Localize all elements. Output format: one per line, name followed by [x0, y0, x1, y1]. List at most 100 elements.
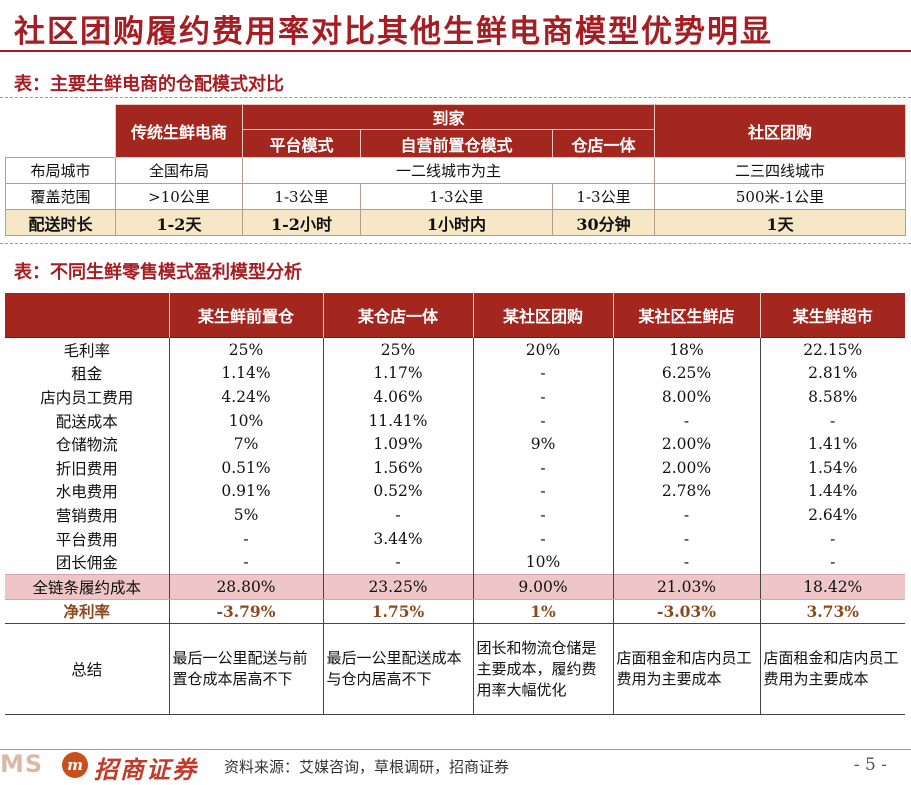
row-label: 布局城市: [5, 157, 116, 184]
header-platform: 平台模式: [242, 129, 361, 158]
page-number: - 5 -: [853, 755, 887, 775]
cell-to-home: 一二线城市为主: [241, 157, 656, 184]
value-cell: 1.41%: [808, 435, 858, 454]
row-label: 折旧费用: [5, 455, 170, 480]
cell-traditional: 1-2天: [115, 209, 243, 236]
value-cell: 18%: [613, 336, 761, 362]
value-cell: 28.80%: [169, 573, 324, 600]
table-row: 店内员工费用 4.24% 4.06% -8.00% 8.58%: [5, 385, 905, 409]
value-cell: 18.42%: [760, 573, 905, 600]
value-cell: 8.58%: [808, 387, 858, 406]
value-cell: -: [830, 553, 836, 572]
table-row: 毛利率 25% 25% 20% 18% 22.15%: [5, 336, 905, 362]
logo-left: MS: [0, 750, 44, 778]
value-cell: -: [613, 503, 761, 527]
value-cell: -: [613, 526, 761, 551]
value-cell: 1%: [473, 599, 614, 624]
table-row: 覆盖范围 >10公里 1-3公里 1-3公里 1-3公里 500米-1公里: [5, 183, 907, 210]
row-label: 毛利率: [5, 336, 170, 362]
value-cell: 2.64%: [808, 505, 858, 524]
value-cell: 4.06%: [323, 385, 474, 409]
table2-caption: 表：不同生鲜零售模式盈利模型分析: [14, 262, 302, 283]
value-cell: 6.25%: [613, 361, 761, 386]
header-community: 社区团购: [654, 104, 907, 158]
page-title: 社区团购履约费用率对比其他生鲜电商模型优势明显: [14, 14, 773, 50]
value-cell: 23.25%: [323, 573, 474, 600]
value-cell: -: [613, 408, 761, 433]
row-label: 覆盖范围: [5, 183, 116, 210]
row-label: 团长佣金: [5, 550, 170, 575]
summary-cell: 团长和物流仓储是主要成本，履约费用率大幅优化: [473, 623, 614, 716]
value-cell: -: [473, 479, 614, 504]
value-cell: -: [473, 361, 614, 386]
value-cell: 10%: [169, 408, 324, 433]
value-cell: 2.00%: [613, 432, 761, 456]
logo-name: 招商证券: [94, 755, 198, 784]
value-cell: -: [473, 385, 614, 409]
profit-model-table: 某生鲜前置仓 某仓店一体 某社区团购 某社区生鲜店 某生鲜超市 毛利率 25% 25…: [5, 293, 905, 716]
value-cell: -: [473, 526, 614, 551]
cell-traditional: 全国布局: [115, 157, 243, 184]
value-cell: 2.81%: [808, 364, 858, 383]
table1-divider: [0, 97, 911, 98]
row-label: 仓储物流: [5, 432, 170, 456]
value-cell: 0.91%: [169, 479, 324, 504]
summary-cell: 店面租金和店内员工费用为主要成本: [760, 623, 905, 716]
value-cell: 11.41%: [323, 408, 474, 433]
cell-self-front: 1小时内: [360, 209, 553, 236]
value-cell: 1.14%: [169, 361, 324, 386]
table1-caption: 表：主要生鲜电商的仓配模式对比: [14, 74, 284, 95]
table-row: 团长佣金 - -10% - -: [5, 550, 905, 575]
table-row: 配送时长 1-2天 1-2小时 1小时内 30分钟 1天: [5, 209, 907, 236]
value-cell: -: [323, 550, 474, 575]
col-header: 某社区团购: [473, 293, 614, 338]
value-cell: -: [830, 411, 836, 430]
row-label: 全链条履约成本: [5, 573, 170, 600]
table-row: 折旧费用 0.51% 1.56% -2.00% 1.54%: [5, 455, 905, 480]
table-row: 配送成本 10% 11.41% - - -: [5, 408, 905, 433]
value-cell: -: [323, 503, 474, 527]
table-row: 营销费用 5% - - -2.64%: [5, 503, 905, 527]
row-label: 店内员工费用: [5, 385, 170, 409]
value-cell: -3.03%: [613, 599, 761, 624]
table-row: 租金 1.14% 1.17% -6.25% 2.81%: [5, 361, 905, 386]
summary-cell: 店面租金和店内员工费用为主要成本: [613, 623, 761, 716]
value-cell: -: [473, 503, 614, 527]
value-cell: 25%: [323, 336, 474, 362]
cell-community: 500米-1公里: [654, 183, 907, 210]
value-cell: 8.00%: [613, 385, 761, 409]
section-divider: [0, 243, 911, 244]
value-cell: 1.17%: [323, 361, 474, 386]
row-label: 配送成本: [5, 408, 170, 433]
value-cell: 2.00%: [613, 455, 761, 480]
value-cell: 10%: [473, 550, 614, 575]
value-cell: 2.78%: [613, 479, 761, 504]
value-cell: 20%: [473, 336, 614, 362]
title-divider: [0, 50, 911, 52]
value-cell: -: [830, 529, 836, 548]
value-cell: -: [169, 550, 324, 575]
header-traditional: 传统生鲜电商: [115, 104, 243, 158]
value-cell: 3.44%: [323, 526, 474, 551]
row-label: 配送时长: [5, 209, 116, 236]
row-label: 净利率: [5, 599, 170, 624]
value-cell: 7%: [169, 432, 324, 456]
row-label: 平台费用: [5, 526, 170, 551]
value-cell: 25%: [169, 336, 324, 362]
value-cell: -: [169, 526, 324, 551]
table-row: 仓储物流 7% 1.09% 9% 2.00% 1.41%: [5, 432, 905, 456]
col-header: 某生鲜超市: [760, 293, 905, 338]
header-self-front: 自营前置仓模式: [360, 129, 553, 158]
summary-row: 总结 最后一公里配送与前置仓成本居高不下 最后一公里配送成本与仓内居高不下 团长…: [5, 623, 905, 716]
table-row: 全链条履约成本 28.80% 23.25% 9.00% 21.03% 18.42%: [5, 573, 905, 600]
table1-corner-2: [5, 129, 116, 158]
value-cell: 1.75%: [323, 599, 474, 624]
value-cell: 9.00%: [473, 573, 614, 600]
value-cell: 22.15%: [760, 336, 905, 362]
cell-traditional: >10公里: [115, 183, 243, 210]
table-row: 水电费用 0.91% 0.52% -2.78% 1.44%: [5, 479, 905, 504]
col-header: 某社区生鲜店: [613, 293, 761, 338]
warehouse-model-table: 传统生鲜电商 到家 社区团购 平台模式 自营前置仓模式 仓店一体 布局城市 全国…: [5, 104, 907, 236]
value-cell: 5%: [169, 503, 324, 527]
value-cell: -: [473, 455, 614, 480]
